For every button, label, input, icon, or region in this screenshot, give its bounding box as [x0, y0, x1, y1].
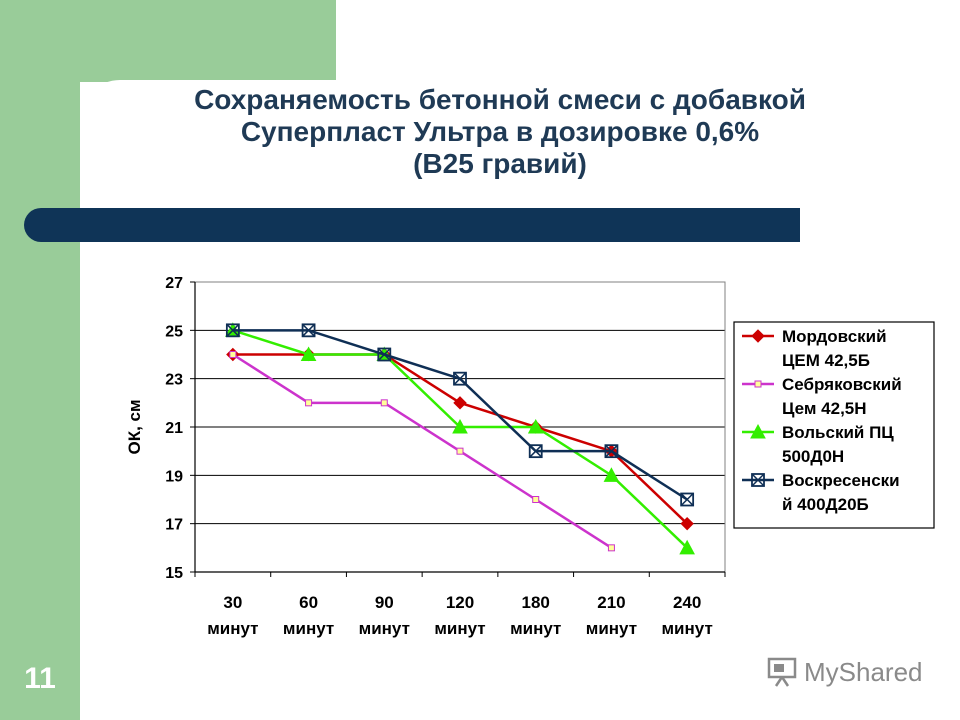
y-tick-label: 15 [165, 565, 183, 582]
presentation-icon [767, 657, 797, 687]
title-line-1: Сохраняемость бетонной смеси с добавкой [194, 84, 806, 115]
legend-label: Воскресенски [782, 471, 900, 490]
y-tick-label: 21 [165, 420, 183, 437]
legend-label: Вольский ПЦ [782, 423, 894, 442]
x-tick-label-number: 180 [522, 593, 550, 612]
series-3-point [603, 467, 620, 482]
legend-marker [751, 329, 765, 343]
series-2-point [532, 496, 540, 503]
series-2-point [305, 399, 313, 407]
watermark-text: MyShared [804, 656, 923, 687]
top-accent-band [80, 0, 336, 82]
legend-marker-cross-b [751, 473, 765, 487]
title-line-3: (В25 гравий) [413, 148, 587, 179]
series-1-point [453, 396, 467, 410]
series-2-point [380, 399, 388, 407]
x-tick-label-unit: минут [586, 619, 637, 638]
legend-label: Себряковский [782, 375, 902, 394]
legend-marker [754, 380, 762, 388]
slide-title: Сохраняемость бетонной смеси с добавкой … [80, 84, 920, 180]
x-tick-label-unit: минут [283, 619, 334, 638]
page-number: 11 [24, 662, 56, 695]
series-3-point [300, 346, 317, 361]
series-4-point [604, 444, 619, 459]
x-tick-label-number: 240 [673, 593, 701, 612]
x-tick-label-number: 60 [299, 593, 318, 612]
chart: 15 17 19 21 23 25 27 30 минут 60 минут 90 минут 120 ми… [100, 262, 960, 652]
series-4-point-cross-b [377, 347, 391, 362]
title-line-2: Суперпласт Ультра в дозировке 0,6% [240, 116, 760, 147]
legend-label: 500Д0Н [782, 447, 844, 466]
left-accent-band [0, 0, 80, 720]
legend-marker [750, 423, 766, 439]
series-4-point-cross-b [302, 323, 316, 337]
series-line-3 [232, 329, 689, 549]
y-tick-label: 25 [165, 323, 183, 340]
y-tick-label: 17 [165, 517, 183, 534]
y-axis-label: ОК, см [125, 399, 144, 454]
x-tick-label-unit: минут [661, 619, 712, 638]
x-tick-label-number: 120 [446, 593, 474, 612]
y-tick-label: 23 [165, 372, 183, 389]
watermark: MyShared [766, 656, 923, 688]
legend-box [733, 321, 935, 529]
legend-marker [751, 473, 765, 487]
series-4-point-cross-b [226, 323, 240, 337]
series-2-point [229, 351, 237, 358]
title-divider-bar [24, 208, 800, 242]
series-line-2 [232, 353, 613, 549]
series-4-point-cross-b [604, 444, 618, 458]
x-tick-label-number: 90 [375, 593, 394, 612]
x-tick-label-unit: минут [434, 619, 485, 638]
y-tick-label: 27 [165, 275, 183, 292]
x-tick-label-unit: минут [510, 619, 561, 638]
x-tick-label-unit: минут [207, 619, 258, 638]
series-3-point [527, 418, 544, 434]
series-3-point [452, 418, 468, 434]
series-2-point [456, 447, 464, 455]
legend-label: й 400Д20Б [782, 495, 869, 514]
legend-label: Цем 42,5Н [782, 399, 867, 418]
series-2-point [607, 544, 615, 552]
series-4-point-cross-b [529, 444, 543, 458]
x-tick-label-number: 210 [597, 593, 625, 612]
line-chart-svg: 15 17 19 21 23 25 27 30 минут 60 минут 90 минут 120 ми… [125, 275, 935, 638]
x-tick-label-number: 30 [223, 593, 242, 612]
series-4-point [301, 323, 316, 338]
series-1-point [680, 516, 694, 531]
series-4-point [680, 492, 695, 507]
series-4-point [453, 371, 467, 386]
series-4-point [225, 323, 240, 338]
series-4-point-cross-b [453, 372, 467, 386]
series-4-point [377, 347, 392, 362]
series-4-point [528, 444, 543, 459]
series-4-point-cross-b [680, 492, 694, 507]
legend-label: ЦЕМ 42,5Б [782, 351, 870, 370]
x-tick-label-unit: минут [359, 619, 410, 638]
y-tick-label: 19 [165, 468, 183, 485]
legend-label: Мордовский [782, 327, 887, 346]
series-3-point [679, 539, 695, 555]
